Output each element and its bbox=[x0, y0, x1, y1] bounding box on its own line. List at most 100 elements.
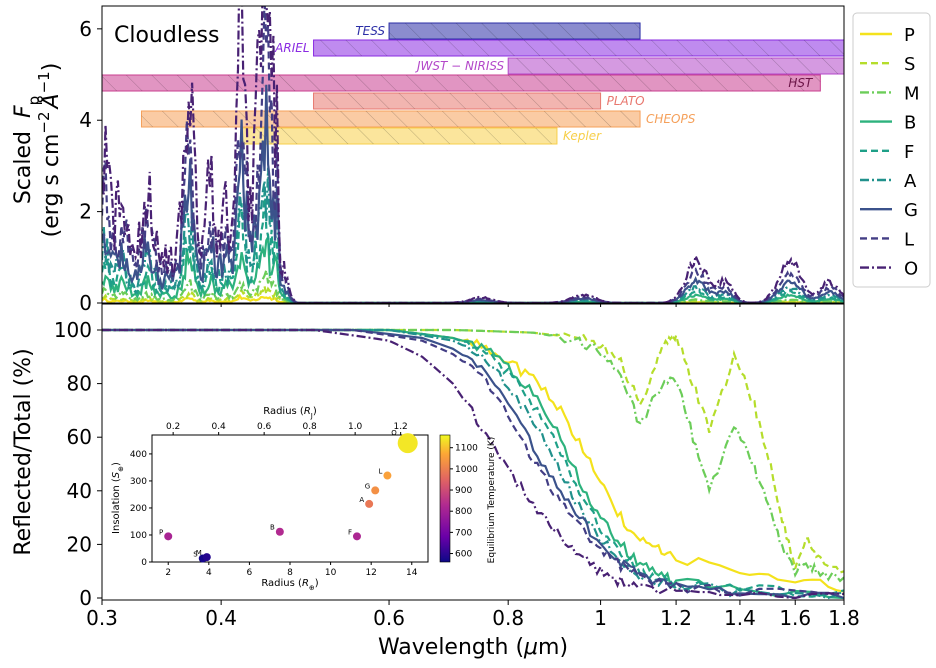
inset-xtick-label: 2 bbox=[165, 568, 171, 578]
colorbar-tick-label: 900 bbox=[455, 486, 472, 496]
inset-ylabel: Insolation (S⊕) bbox=[111, 462, 125, 534]
bandpass-label: Kepler bbox=[563, 129, 602, 143]
top-ytick-label: 2 bbox=[79, 200, 92, 224]
inset-x2tick-label: 1.0 bbox=[348, 422, 363, 432]
bandpass-hatch bbox=[508, 58, 844, 74]
top-ylabel-units: (erg s cm−2Å−1) bbox=[35, 63, 64, 238]
bottom-y-ticks: 0 20 40 60 80 100 bbox=[54, 318, 102, 610]
bottom-xtick-label: 1.4 bbox=[724, 606, 756, 630]
bottom-axes-frame bbox=[101, 303, 845, 601]
legend-label-G: G bbox=[904, 200, 918, 221]
bottom-xlabel-mu: μ bbox=[523, 635, 538, 660]
bottom-xtick-label: 0.8 bbox=[492, 606, 524, 630]
inset-point-label: S bbox=[193, 550, 198, 558]
inset-xlabel: Radius (R⊕) bbox=[261, 578, 318, 592]
inset-x2label: Radius (RJ) bbox=[263, 406, 317, 420]
inset-xtick-label: 12 bbox=[365, 568, 376, 578]
bandpass-hatch bbox=[141, 111, 641, 127]
inset-background bbox=[151, 434, 429, 563]
top-ytick-label: 6 bbox=[79, 17, 92, 41]
inset-xlabel-suffix: ) bbox=[315, 578, 319, 589]
bottom-ytick-label: 60 bbox=[67, 425, 92, 449]
inset-xtick-label: 14 bbox=[406, 568, 418, 578]
bandpass-hatch bbox=[313, 40, 844, 56]
inset-ytick-label: 200 bbox=[130, 504, 147, 514]
top-annotation: Cloudless bbox=[114, 23, 219, 48]
inset-xtick-label: 8 bbox=[287, 568, 293, 578]
inset-point-L bbox=[383, 471, 392, 480]
top-ylabel-angstrom: Å bbox=[37, 93, 64, 110]
inset-ytick-label: 400 bbox=[130, 450, 147, 460]
top-line-G bbox=[102, 84, 844, 303]
bandpass-label: JWST − NIRISS bbox=[415, 59, 505, 73]
inset-ylabel-prefix: Insolation ( bbox=[111, 478, 122, 534]
top-ylabel: Scaled Fp bbox=[11, 96, 43, 204]
inset-point-M bbox=[202, 553, 211, 562]
ratio-line-S bbox=[102, 328, 844, 574]
bottom-xlabel-prefix: Wavelength ( bbox=[378, 635, 524, 660]
top-ytick-label: 4 bbox=[79, 108, 92, 132]
legend-label-M: M bbox=[904, 83, 920, 104]
legend-label-S: S bbox=[904, 54, 915, 75]
legend-label-P: P bbox=[904, 25, 915, 46]
inset-point-label: P bbox=[159, 528, 163, 536]
inset-x2label-r: R bbox=[304, 406, 311, 417]
inset-xlabel-prefix: Radius ( bbox=[261, 578, 302, 589]
bottom-ytick-label: 20 bbox=[67, 532, 92, 556]
colorbar-tick-label: 1000 bbox=[455, 465, 478, 475]
ratio-line-M bbox=[102, 328, 844, 583]
inset-x2tick-label: 0.2 bbox=[166, 422, 180, 432]
bandpass-label: CHEOPS bbox=[646, 112, 696, 126]
inset-ylabel-s: S bbox=[111, 471, 122, 478]
bottom-xtick-label: 1.2 bbox=[660, 606, 692, 630]
inset-point-label: M bbox=[196, 549, 202, 557]
inset-ticks: 2 4 6 8 10 12 14 0 100 200 300 400 0.2 0.4 0.6 0.8 1.0 1.… bbox=[130, 422, 418, 578]
inset-point-label: B bbox=[270, 524, 275, 532]
legend-label-A: A bbox=[904, 171, 917, 192]
bandpass-label: TESS bbox=[355, 24, 385, 38]
inset-point-label: L bbox=[379, 468, 383, 476]
top-ylabel-fp-sub: p bbox=[25, 96, 43, 106]
inset-xlabel-r: R bbox=[302, 578, 309, 589]
bandpass-hatch bbox=[241, 128, 557, 144]
bandpass-label: HST bbox=[788, 76, 814, 90]
legend-label-O: O bbox=[904, 259, 918, 280]
inset-scatter: 2 4 6 8 10 12 14 0 100 200 300 400 0.2 0.4 0.6 0.8 1.0 1.… bbox=[111, 406, 497, 592]
inset-point-F bbox=[352, 532, 361, 541]
inset-xtick-label: 10 bbox=[325, 568, 337, 578]
top-line-A bbox=[102, 167, 844, 303]
top-line-L bbox=[102, 6, 844, 303]
bottom-xlabel-suffix: m) bbox=[538, 635, 568, 660]
inset-point-label: O bbox=[391, 429, 397, 437]
inset-points: P SM B F AG L O bbox=[159, 429, 418, 563]
colorbar-tick-label: 600 bbox=[455, 550, 472, 560]
inset-point-P bbox=[164, 532, 173, 541]
ratio-line-L bbox=[102, 328, 844, 597]
colorbar-label: Equilibrium Temperature (K) bbox=[487, 437, 497, 564]
bottom-ratio-lines bbox=[102, 328, 844, 600]
bottom-x-ticks: 0.3 0.4 0.6 0.8 1 1.2 1.4 1.6 1.8 bbox=[86, 600, 860, 630]
inset-x2tick-label: 0.8 bbox=[302, 422, 317, 432]
top-ytick-label: 0 bbox=[79, 291, 92, 315]
inset-point-O bbox=[397, 433, 418, 454]
bottom-xtick-label: 0.6 bbox=[373, 606, 405, 630]
bottom-xlabel: Wavelength (μm) bbox=[378, 635, 568, 660]
colorbar-tick-label: 1100 bbox=[455, 444, 478, 454]
inset-point-B bbox=[275, 527, 284, 536]
bandpass-hatch bbox=[389, 23, 641, 39]
top-ylabel-line2: (erg s cm bbox=[39, 134, 64, 238]
ratio-line-O bbox=[102, 328, 844, 600]
inset-x2label-sub: J bbox=[310, 412, 313, 420]
legend-label-L: L bbox=[904, 229, 914, 250]
legend-frame bbox=[852, 12, 931, 288]
inset-point-label: F bbox=[348, 528, 352, 536]
inset-point-label: G bbox=[365, 482, 370, 490]
inset-ytick-label: 100 bbox=[130, 531, 147, 541]
colorbar-ticks: 600 700 800 900 1000 1100 bbox=[450, 444, 478, 560]
top-axes-frame bbox=[101, 5, 845, 304]
bottom-xtick-label: 0.4 bbox=[205, 606, 237, 630]
inset-ylabel-sub: ⊕ bbox=[117, 466, 125, 472]
